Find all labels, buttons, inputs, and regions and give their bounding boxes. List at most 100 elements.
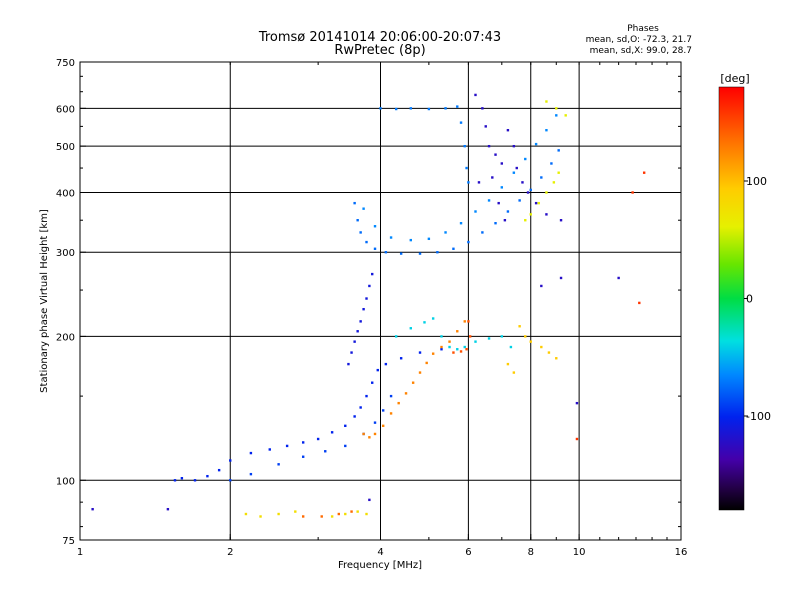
data-point <box>359 231 362 234</box>
x-axis-label: Frequency [MHz] <box>338 560 422 571</box>
data-point <box>268 448 271 451</box>
data-point <box>409 107 412 110</box>
data-point <box>487 199 491 202</box>
data-point <box>404 392 408 395</box>
data-point <box>631 191 634 194</box>
data-point <box>365 240 368 244</box>
data-point <box>397 401 400 405</box>
data-point <box>249 472 253 476</box>
data-point <box>487 337 491 340</box>
data-point <box>259 515 262 518</box>
data-point <box>347 362 350 366</box>
data-point <box>503 219 507 222</box>
data-point <box>411 381 415 384</box>
data-point <box>379 107 382 110</box>
data-point <box>353 201 356 205</box>
data-point <box>494 153 497 156</box>
data-point <box>518 325 521 328</box>
data-point <box>617 276 620 280</box>
data-point <box>362 307 365 311</box>
x-tick-label: 6 <box>465 547 471 558</box>
x-tick-label: 4 <box>377 547 383 558</box>
data-point <box>427 237 431 241</box>
data-point <box>381 409 385 412</box>
data-point <box>463 345 466 349</box>
data-point <box>384 362 388 366</box>
data-point <box>229 459 232 462</box>
data-point <box>440 345 443 349</box>
data-point <box>506 362 510 366</box>
data-point <box>91 507 94 511</box>
data-point <box>494 222 497 225</box>
data-point <box>459 121 463 124</box>
data-point <box>452 247 455 250</box>
data-point <box>497 201 500 205</box>
data-point <box>373 225 377 228</box>
data-point <box>409 238 412 242</box>
data-point <box>301 455 305 458</box>
data-point <box>362 207 365 210</box>
data-point <box>389 394 393 398</box>
data-point <box>376 368 379 372</box>
data-point <box>512 371 516 374</box>
data-point <box>559 276 563 280</box>
data-point <box>547 351 551 354</box>
data-point <box>368 284 371 288</box>
data-point <box>481 231 484 234</box>
data-point <box>436 251 439 254</box>
y-tick-label: 600 <box>56 104 75 115</box>
data-point <box>534 201 538 205</box>
data-point <box>534 142 538 146</box>
data-point <box>418 351 422 354</box>
data-point <box>557 171 560 174</box>
data-point <box>487 144 491 148</box>
data-point <box>575 401 579 405</box>
data-point <box>353 340 356 343</box>
data-point <box>555 357 558 360</box>
data-point <box>545 128 548 132</box>
data-point <box>506 210 510 213</box>
data-point <box>350 351 353 354</box>
data-point <box>389 236 393 239</box>
data-point <box>373 247 377 250</box>
data-point <box>330 431 334 434</box>
data-point <box>277 463 280 466</box>
data-point <box>244 512 248 516</box>
data-point <box>515 166 518 170</box>
data-point <box>353 415 356 418</box>
data-point <box>575 437 579 441</box>
data-point <box>365 297 368 300</box>
data-point <box>384 251 388 254</box>
data-point <box>555 114 558 117</box>
y-tick-label: 500 <box>56 142 75 153</box>
x-tick-label: 1 <box>77 547 83 558</box>
data-point <box>512 171 516 174</box>
data-point <box>373 432 377 436</box>
data-point <box>518 199 521 202</box>
data-point <box>425 361 428 365</box>
data-point <box>399 357 403 360</box>
data-point <box>431 352 435 355</box>
data-point <box>356 330 359 333</box>
data-point <box>512 144 516 148</box>
data-point <box>431 317 435 320</box>
grid <box>80 62 681 540</box>
data-point <box>506 128 510 132</box>
data-point <box>484 125 487 128</box>
data-point <box>509 345 513 349</box>
colorbar-tick-label: 100 <box>746 175 767 188</box>
data-point <box>371 381 374 384</box>
data-point <box>418 252 422 255</box>
data-point <box>193 479 197 482</box>
data-point <box>365 394 368 398</box>
colorbar-label: [deg] <box>720 72 749 85</box>
data-point <box>540 284 543 288</box>
data-point <box>467 240 470 244</box>
data-point <box>356 510 359 513</box>
phases-line2: mean, sd,X: 99.0, 28.7 <box>590 46 692 56</box>
data-point <box>467 320 470 323</box>
data-point <box>540 176 543 179</box>
data-point <box>330 515 334 518</box>
data-point <box>463 144 466 148</box>
data-point <box>350 510 353 513</box>
